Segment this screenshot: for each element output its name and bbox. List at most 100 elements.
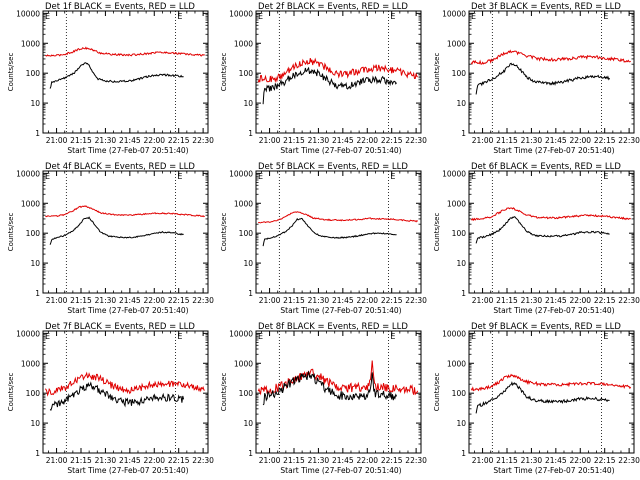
x-tick-label: 21:00 [259, 456, 281, 465]
x-axis-label: Start Time (27-Feb-07 20:51:40) [280, 306, 401, 315]
x-tick-label: 22:15 [381, 136, 403, 145]
corner-label: E [603, 332, 608, 341]
events-series-line [49, 216, 184, 245]
y-tick-label: 100 [26, 229, 41, 238]
lld-series-line [257, 57, 418, 83]
x-tick-label: 21:45 [332, 456, 354, 465]
x-tick-label: 21:15 [70, 136, 92, 145]
events-series-line [475, 381, 610, 414]
x-tick-label: 22:00 [143, 296, 165, 305]
chart-title: Det 6f BLACK = Events, RED = LLD [471, 162, 621, 172]
x-tick-label: 21:00 [46, 136, 68, 145]
chart-title: Det 1f BLACK = Events, RED = LLD [45, 2, 195, 12]
x-tick-label: 22:00 [569, 456, 591, 465]
x-tick-label: 21:00 [259, 296, 281, 305]
y-tick-label: 1 [35, 449, 40, 458]
detector-panel-1: Det 1f BLACK = Events, RED = LLD 1 10 100 10… [7, 2, 214, 155]
corner-label: E [390, 12, 395, 21]
events-series-line [262, 371, 398, 406]
x-tick-label: 22:15 [381, 456, 403, 465]
y-axis-label: Counts/sec [7, 373, 15, 412]
events-series-line [475, 216, 610, 244]
lld-series-line [45, 205, 205, 218]
x-tick-label: 22:30 [192, 456, 214, 465]
x-tick-label: 22:15 [168, 296, 190, 305]
y-tick-label: 1000 [234, 39, 253, 48]
chart-title: Det 3f BLACK = Events, RED = LLD [471, 2, 621, 12]
x-axis-label: Start Time (27-Feb-07 20:51:40) [493, 146, 614, 155]
y-tick-label: 100 [452, 229, 467, 238]
corner-label: E [177, 172, 182, 181]
x-axis-label: Start Time (27-Feb-07 20:51:40) [67, 466, 188, 475]
lld-series-line [257, 211, 418, 224]
y-axis-label: Counts/sec [220, 53, 228, 92]
y-tick-label: 1 [461, 129, 466, 138]
corner-label: E [45, 172, 50, 181]
x-tick-label: 22:30 [405, 296, 427, 305]
x-axis-label: Start Time (27-Feb-07 20:51:40) [67, 146, 188, 155]
y-tick-label: 10000 [16, 9, 40, 18]
corner-label: E [45, 332, 50, 341]
y-tick-label: 10000 [16, 169, 40, 178]
detector-panel-8: Det 8f BLACK = Events, RED = LLD 1 10 100 10… [220, 322, 427, 475]
x-tick-label: 21:15 [70, 296, 92, 305]
detector-panel-6: Det 6f BLACK = Events, RED = LLD 1 10 100 10… [433, 162, 640, 315]
x-tick-label: 22:00 [569, 136, 591, 145]
corner-label: E [471, 172, 476, 181]
x-tick-label: 22:15 [594, 296, 616, 305]
lld-series-line [470, 207, 631, 222]
corner-label: E [177, 12, 182, 21]
x-tick-label: 21:00 [46, 296, 68, 305]
x-tick-label: 21:00 [472, 456, 494, 465]
corner-label: E [390, 332, 395, 341]
corner-label: E [258, 172, 263, 181]
chart-title: Det 2f BLACK = Events, RED = LLD [258, 2, 408, 12]
x-tick-label: 22:30 [405, 136, 427, 145]
x-tick-label: 22:15 [594, 456, 616, 465]
y-tick-label: 10 [456, 419, 466, 428]
corner-label: E [603, 172, 608, 181]
detector-panel-7: Det 7f BLACK = Events, RED = LLD 1 10 100 10… [7, 322, 214, 475]
y-tick-label: 10000 [229, 9, 253, 18]
corner-label: E [471, 12, 476, 21]
plot-frame [255, 170, 422, 294]
lld-series-line [44, 371, 205, 397]
x-tick-label: 21:30 [308, 296, 330, 305]
y-tick-label: 100 [239, 229, 254, 238]
y-tick-label: 10 [456, 259, 466, 268]
x-tick-label: 21:45 [119, 456, 141, 465]
x-tick-label: 21:30 [521, 296, 543, 305]
y-tick-label: 10 [243, 259, 253, 268]
y-tick-label: 100 [452, 69, 467, 78]
y-tick-label: 1000 [21, 359, 40, 368]
x-tick-label: 21:30 [95, 456, 117, 465]
y-tick-label: 100 [239, 69, 254, 78]
x-tick-label: 22:00 [569, 296, 591, 305]
x-tick-label: 21:15 [283, 456, 305, 465]
events-series-line [49, 62, 184, 89]
corner-label: E [603, 12, 608, 21]
x-axis-label: Start Time (27-Feb-07 20:51:40) [493, 306, 614, 315]
x-tick-label: 22:30 [405, 456, 427, 465]
detector-panel-3: Det 3f BLACK = Events, RED = LLD 1 10 100 10… [433, 2, 640, 155]
y-tick-label: 100 [452, 389, 467, 398]
detector-panel-5: Det 5f BLACK = Events, RED = LLD 1 10 100 10… [220, 162, 427, 315]
x-tick-label: 22:15 [381, 296, 403, 305]
x-tick-label: 22:00 [356, 296, 378, 305]
x-axis-label: Start Time (27-Feb-07 20:51:40) [493, 466, 614, 475]
x-tick-label: 21:00 [472, 296, 494, 305]
x-tick-label: 22:30 [618, 296, 640, 305]
lld-series-line [45, 46, 205, 57]
y-tick-label: 10000 [229, 169, 253, 178]
x-axis-label: Start Time (27-Feb-07 20:51:40) [280, 146, 401, 155]
x-tick-label: 21:15 [496, 136, 518, 145]
events-series-line [262, 217, 397, 247]
y-axis-label: Counts/sec [220, 373, 228, 412]
chart-title: Det 9f BLACK = Events, RED = LLD [471, 322, 621, 332]
corner-label: E [258, 12, 263, 21]
y-tick-label: 10 [243, 99, 253, 108]
y-tick-label: 10 [456, 99, 466, 108]
y-tick-label: 1000 [447, 199, 466, 208]
y-tick-label: 10000 [442, 329, 466, 338]
plot-frame [42, 330, 209, 454]
